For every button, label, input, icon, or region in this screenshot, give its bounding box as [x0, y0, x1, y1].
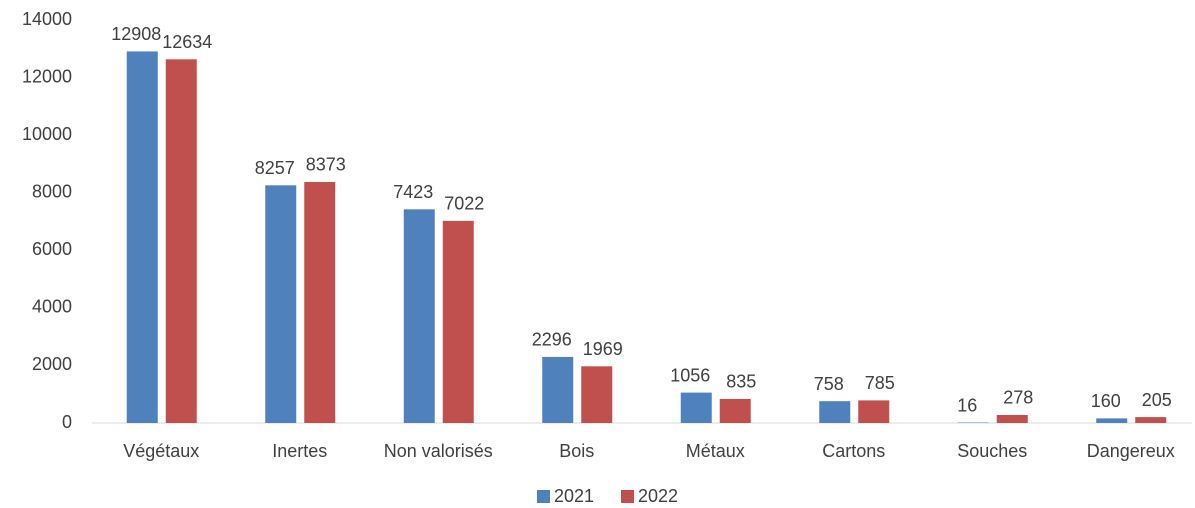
legend-label: 2021 — [554, 486, 594, 506]
y-tick-label: 6000 — [32, 239, 72, 259]
value-label: 758 — [814, 374, 844, 394]
x-tick-label: Non valorisés — [384, 441, 493, 461]
value-label: 205 — [1142, 390, 1172, 410]
x-tick-label: Souches — [957, 441, 1027, 461]
value-label: 12634 — [162, 32, 212, 52]
y-tick-label: 12000 — [22, 66, 72, 86]
x-tick-label: Métaux — [686, 441, 745, 461]
bar — [996, 414, 1028, 423]
bar — [581, 366, 613, 423]
value-label: 8373 — [306, 155, 346, 175]
value-label: 7423 — [393, 182, 433, 202]
value-label: 785 — [865, 373, 895, 393]
bar — [542, 356, 574, 423]
x-tick-label: Bois — [559, 441, 594, 461]
value-label: 12908 — [111, 24, 161, 44]
value-label: 160 — [1091, 391, 1121, 411]
value-label: 835 — [726, 372, 756, 392]
bar — [680, 392, 712, 423]
bar — [265, 185, 297, 423]
legend-label: 2022 — [638, 486, 678, 506]
bar — [819, 401, 851, 423]
bar — [719, 398, 751, 423]
value-label: 16 — [957, 395, 977, 415]
value-label: 278 — [1003, 388, 1033, 408]
y-tick-label: 4000 — [32, 297, 72, 317]
x-tick-label: Dangereux — [1087, 441, 1175, 461]
x-tick-label: Inertes — [272, 441, 327, 461]
bar — [1135, 417, 1167, 423]
y-tick-label: 0 — [62, 412, 72, 432]
bar — [126, 51, 158, 424]
value-label: 8257 — [255, 158, 295, 178]
bar — [165, 59, 197, 423]
y-tick-label: 8000 — [32, 181, 72, 201]
x-tick-label: Végétaux — [123, 441, 199, 461]
y-tick-label: 2000 — [32, 354, 72, 374]
y-tick-label: 10000 — [22, 124, 72, 144]
value-label: 7022 — [444, 194, 484, 214]
y-tick-label: 14000 — [22, 9, 72, 29]
x-tick-label: Cartons — [822, 441, 885, 461]
legend-swatch — [537, 490, 550, 503]
bar — [442, 220, 474, 423]
legend-swatch — [621, 490, 634, 503]
bar — [304, 181, 336, 423]
bar — [1096, 418, 1128, 423]
bar — [858, 400, 890, 423]
value-label: 2296 — [532, 330, 572, 350]
value-label: 1969 — [583, 339, 623, 359]
value-label: 1056 — [670, 365, 710, 385]
bar — [403, 209, 435, 423]
